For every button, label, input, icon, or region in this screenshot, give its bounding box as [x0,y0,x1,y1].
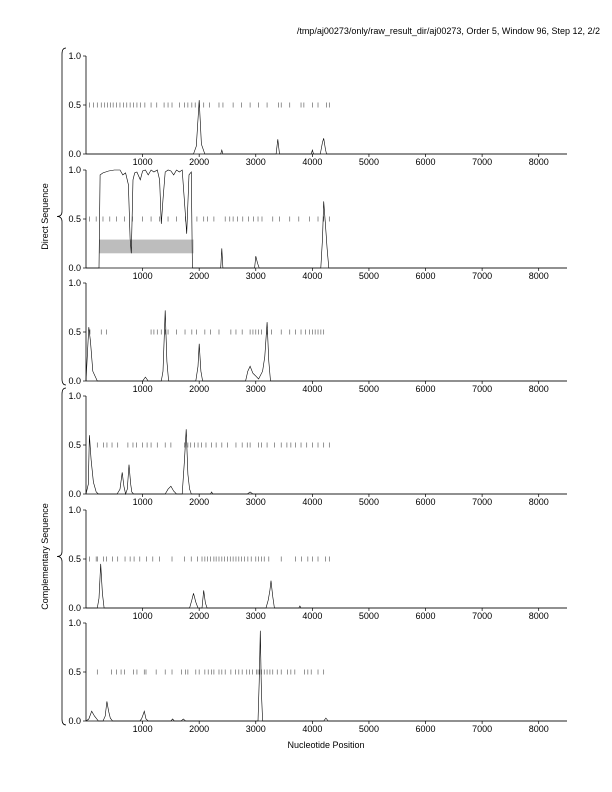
panel-5-x-tick-label: 3000 [246,724,266,734]
group-0-label: Direct Sequence [40,183,50,250]
panel-4-x-tick-label: 6000 [416,611,436,621]
panel-2-x-tick-label: 1000 [133,384,153,394]
panel-1-y-tick-label: 0.5 [68,214,81,224]
panel-0-y-tick-label: 0.5 [68,100,81,110]
panel-2-x-tick-label: 4000 [302,384,322,394]
panel-4-series-line [86,563,567,609]
panel-2-x-tick-label: 2000 [189,384,209,394]
panel-5-x-tick-label: 8000 [529,724,549,734]
panel-1-x-tick-label: 8000 [529,271,549,281]
panel-1-x-tick-label: 4000 [302,271,322,281]
panel-3-y-tick-label: 0.5 [68,440,81,450]
panel-4-x-tick-label: 8000 [529,611,549,621]
panel-3-series-line [85,429,567,496]
panel-3-x-tick-label: 8000 [529,497,549,507]
group-1-brace [56,387,67,726]
panel-2-x-tick-label: 5000 [359,384,379,394]
panel-0-series-line [86,100,567,155]
page-header: /tmp/aj00273/only/raw_result_dir/aj00273… [296,26,600,36]
group-0-brace [56,47,67,386]
panel-4-x-tick-label: 5000 [359,611,379,621]
panel-0-x-tick-label: 7000 [472,157,492,167]
panel-1-y-tick-label: 1.0 [68,165,81,175]
x-axis-title: Nucleotide Position [287,740,365,750]
panel-2-series-line [85,310,567,382]
panel-0-x-tick-label: 6000 [416,157,436,167]
panel-4-y-tick-label: 0.5 [68,554,81,564]
panel-5-series-line [85,630,567,722]
panel-5-x-tick-label: 5000 [359,724,379,734]
panel-2-x-tick-label: 7000 [472,384,492,394]
panel-0-y-tick-label: 0.0 [68,149,81,159]
panel-1-x-tick-label: 3000 [246,271,266,281]
panel-0-y-tick-label: 1.0 [68,51,81,61]
panel-3-x-tick-label: 6000 [416,497,436,507]
panel-4-x-tick-label: 7000 [472,611,492,621]
panel-3-y-tick-label: 0.0 [68,489,81,499]
panel-3-x-tick-label: 1000 [133,497,153,507]
panel-3-x-tick-label: 3000 [246,497,266,507]
panel-3-y-tick-label: 1.0 [68,391,81,401]
panel-0-x-tick-label: 2000 [189,157,209,167]
panel-4-x-tick-label: 1000 [133,611,153,621]
panel-2-x-tick-label: 3000 [246,384,266,394]
panel-5-x-tick-label: 1000 [133,724,153,734]
panel-2-x-tick-label: 8000 [529,384,549,394]
panel-4-x-tick-label: 3000 [246,611,266,621]
panel-5-x-tick-label: 2000 [189,724,209,734]
panel-4-x-tick-label: 2000 [189,611,209,621]
panel-5-y-tick-label: 1.0 [68,618,81,628]
panel-0-x-tick-label: 4000 [302,157,322,167]
panel-1-y-tick-label: 0.0 [68,263,81,273]
panel-3-x-tick-label: 7000 [472,497,492,507]
panel-2-y-tick-label: 1.0 [68,278,81,288]
panel-3-x-tick-label: 2000 [189,497,209,507]
panel-4-x-tick-label: 4000 [302,611,322,621]
group-1-label: Complementary Sequence [40,503,50,610]
panel-2-y-tick-label: 0.0 [68,376,81,386]
panel-5-y-tick-label: 0.0 [68,716,81,726]
panel-0-x-tick-label: 5000 [359,157,379,167]
panel-5-x-tick-label: 4000 [302,724,322,734]
panel-5-y-tick-label: 0.5 [68,667,81,677]
panel-2-y-tick-label: 0.5 [68,327,81,337]
panel-3-x-tick-label: 4000 [302,497,322,507]
panel-1-x-tick-label: 7000 [472,271,492,281]
panel-1-series-line [86,169,567,269]
panel-1-x-tick-label: 5000 [359,271,379,281]
panel-1-x-tick-label: 1000 [133,271,153,281]
panel-3-x-tick-label: 5000 [359,497,379,507]
panel-5-x-tick-label: 7000 [472,724,492,734]
panel-4-y-tick-label: 1.0 [68,505,81,515]
panel-1-x-tick-label: 2000 [189,271,209,281]
panel-0-x-tick-label: 1000 [133,157,153,167]
panel-0-x-tick-label: 3000 [246,157,266,167]
panel-1-highlight-band [99,239,194,254]
panel-5-x-tick-label: 6000 [416,724,436,734]
panel-0-x-tick-label: 8000 [529,157,549,167]
panel-4-y-tick-label: 0.0 [68,603,81,613]
panel-1-x-tick-label: 6000 [416,271,436,281]
panel-2-x-tick-label: 6000 [416,384,436,394]
